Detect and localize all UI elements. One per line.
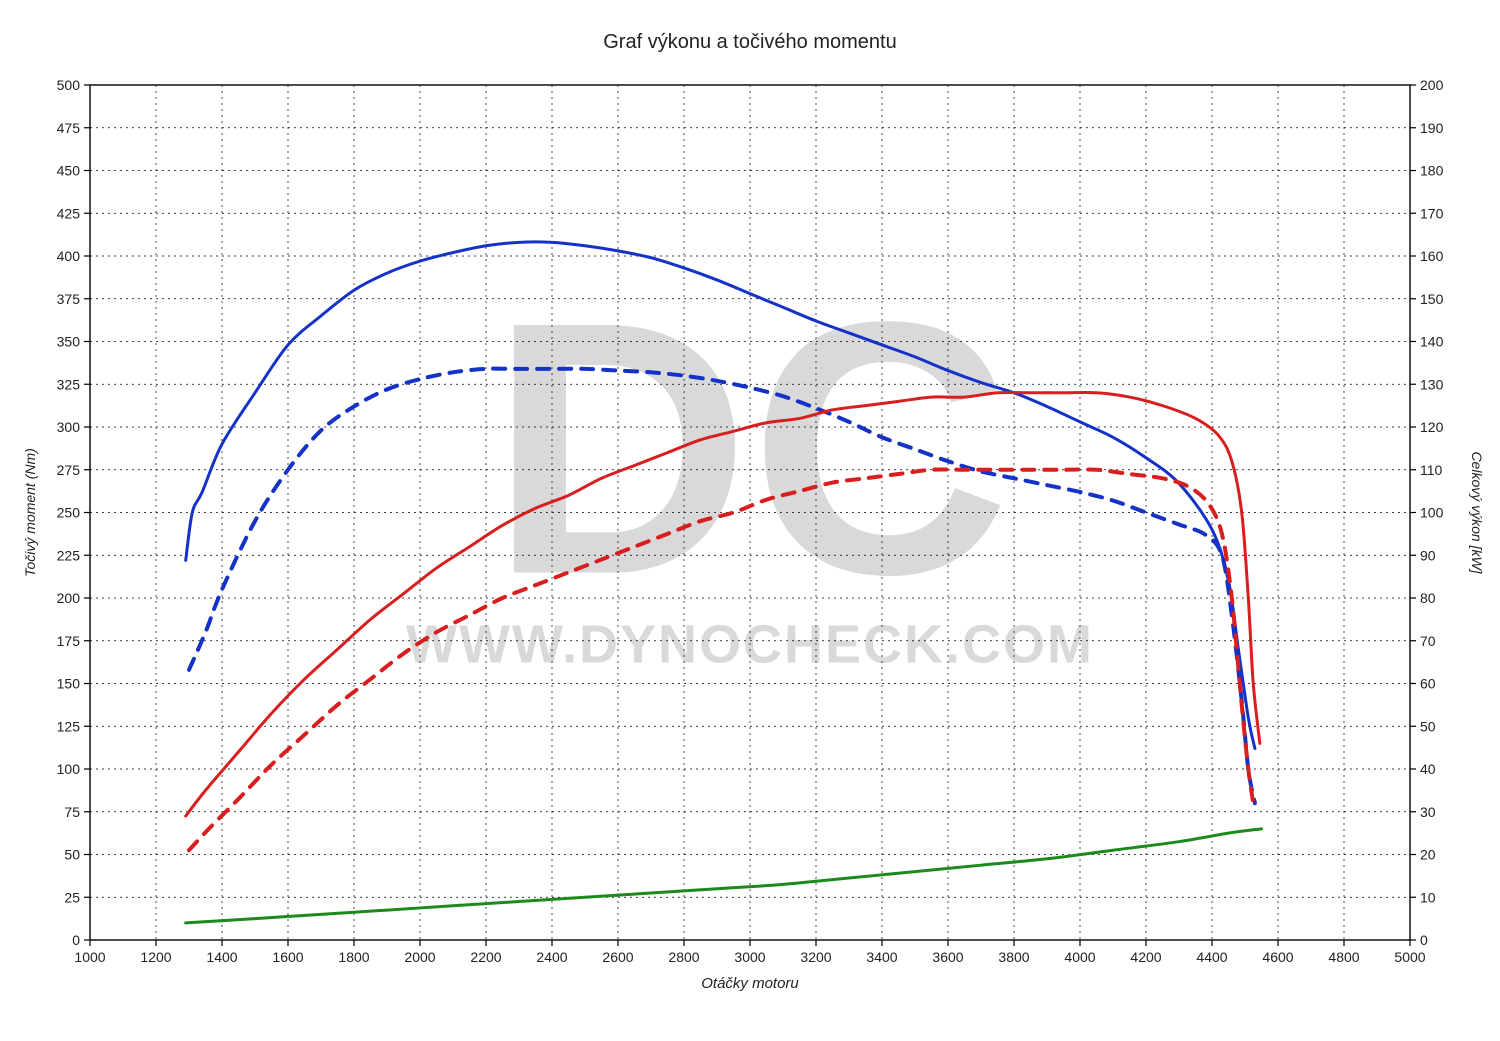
y-right-tick-label: 70 — [1420, 633, 1436, 649]
x-tick-label: 3600 — [932, 949, 963, 965]
y-left-tick-label: 275 — [57, 462, 81, 478]
y-left-tick-label: 200 — [57, 590, 81, 606]
x-tick-label: 1000 — [74, 949, 105, 965]
x-tick-label: 3000 — [734, 949, 765, 965]
x-tick-label: 5000 — [1394, 949, 1425, 965]
x-axis-label: Otáčky motoru — [701, 975, 799, 992]
y-left-tick-label: 75 — [64, 804, 80, 820]
y-right-tick-label: 200 — [1420, 77, 1444, 93]
x-tick-label: 1600 — [272, 949, 303, 965]
y-right-tick-label: 30 — [1420, 804, 1436, 820]
y-left-tick-label: 450 — [57, 163, 81, 179]
y-left-tick-label: 300 — [57, 419, 81, 435]
x-tick-label: 3200 — [800, 949, 831, 965]
y-right-tick-label: 180 — [1420, 163, 1444, 179]
x-tick-label: 3400 — [866, 949, 897, 965]
x-tick-label: 1200 — [140, 949, 171, 965]
y-left-tick-label: 150 — [57, 676, 81, 692]
y-left-tick-label: 250 — [57, 505, 81, 521]
y-right-tick-label: 90 — [1420, 547, 1436, 563]
x-tick-label: 2000 — [404, 949, 435, 965]
y-right-tick-label: 130 — [1420, 376, 1444, 392]
y-right-tick-label: 10 — [1420, 889, 1436, 905]
x-tick-label: 1800 — [338, 949, 369, 965]
y-right-tick-label: 80 — [1420, 590, 1436, 606]
x-tick-label: 4000 — [1064, 949, 1095, 965]
y-left-axis-label: Točivý moment (Nm) — [22, 448, 38, 577]
y-left-tick-label: 175 — [57, 633, 81, 649]
y-left-tick-label: 325 — [57, 376, 81, 392]
y-left-tick-label: 375 — [57, 291, 81, 307]
y-left-tick-label: 125 — [57, 718, 81, 734]
chart-title: Graf výkonu a točivého momentu — [603, 31, 896, 53]
y-right-tick-label: 170 — [1420, 205, 1444, 221]
y-left-tick-label: 0 — [72, 932, 80, 948]
y-left-tick-label: 100 — [57, 761, 81, 777]
y-left-tick-label: 500 — [57, 77, 81, 93]
y-right-tick-label: 100 — [1420, 505, 1444, 521]
y-left-tick-label: 50 — [64, 847, 80, 863]
x-tick-label: 3800 — [998, 949, 1029, 965]
y-right-tick-label: 190 — [1420, 120, 1444, 136]
x-tick-label: 4200 — [1130, 949, 1161, 965]
x-tick-label: 2600 — [602, 949, 633, 965]
y-right-axis-label: Celkový výkon [kW] — [1469, 451, 1485, 574]
y-right-tick-label: 120 — [1420, 419, 1444, 435]
x-tick-label: 4600 — [1262, 949, 1293, 965]
y-right-tick-label: 160 — [1420, 248, 1444, 264]
y-right-tick-label: 140 — [1420, 334, 1444, 350]
y-right-tick-label: 60 — [1420, 676, 1436, 692]
x-tick-label: 4400 — [1196, 949, 1227, 965]
chart-svg: DCWWW.DYNOCHECK.COM 10001200140016001800… — [0, 0, 1500, 1041]
y-right-tick-label: 150 — [1420, 291, 1444, 307]
y-left-tick-label: 350 — [57, 334, 81, 350]
y-left-tick-label: 225 — [57, 547, 81, 563]
y-right-tick-label: 110 — [1420, 462, 1443, 478]
y-right-tick-label: 0 — [1420, 932, 1428, 948]
y-right-tick-label: 50 — [1420, 718, 1436, 734]
x-tick-label: 2200 — [470, 949, 501, 965]
x-tick-label: 2400 — [536, 949, 567, 965]
y-right-tick-label: 40 — [1420, 761, 1436, 777]
dyno-chart: DCWWW.DYNOCHECK.COM 10001200140016001800… — [0, 0, 1500, 1041]
x-tick-label: 4800 — [1328, 949, 1359, 965]
y-right-tick-label: 20 — [1420, 847, 1436, 863]
y-left-tick-label: 400 — [57, 248, 81, 264]
x-tick-label: 2800 — [668, 949, 699, 965]
x-tick-label: 1400 — [206, 949, 237, 965]
y-left-tick-label: 25 — [64, 889, 80, 905]
y-left-tick-label: 475 — [57, 120, 81, 136]
y-left-tick-label: 425 — [57, 205, 81, 221]
